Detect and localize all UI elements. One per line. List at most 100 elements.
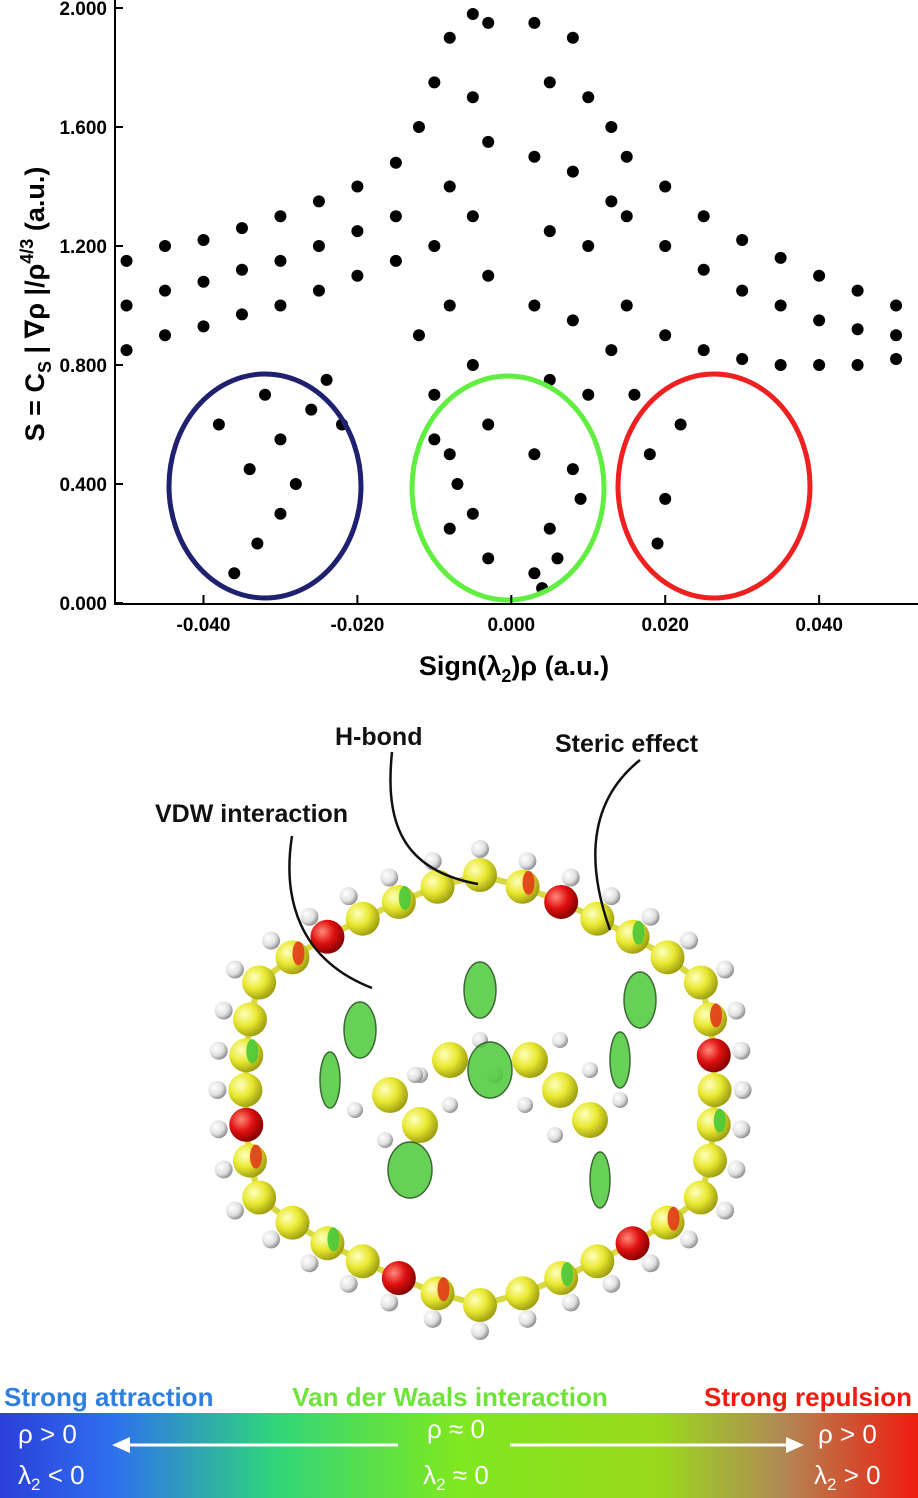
scatter-point: [605, 195, 618, 208]
scatter-point: [197, 275, 210, 288]
scatter-point: [235, 222, 248, 235]
scatter-point: [482, 418, 495, 431]
middle-rho: ρ ≈ 0: [427, 1414, 485, 1444]
scatter-point: [774, 299, 787, 312]
carbon: [580, 901, 615, 936]
x-tick-label: -0.020: [330, 615, 384, 636]
surface-blob: [632, 920, 645, 945]
hydrogen: [407, 1067, 423, 1083]
y-axis-label: S = CS | ∇ρ |/ρ4/3 (a.u.): [17, 167, 55, 442]
scatter-point: [643, 448, 656, 461]
scatter-point: [620, 150, 633, 163]
colorbar-right-title: Strong repulsion: [704, 1382, 912, 1412]
carbon: [544, 1261, 579, 1296]
hydrogen: [225, 1201, 244, 1220]
right-lambda: λ2 > 0: [814, 1460, 881, 1494]
hydrogen: [339, 1274, 358, 1293]
hydrogen: [679, 1230, 698, 1249]
surface-blob: [398, 885, 411, 910]
carbon: [229, 1038, 264, 1073]
scatter-point: [482, 552, 495, 565]
repulsion-ellipse: [615, 371, 813, 601]
vdw-ellipse: [409, 373, 607, 603]
middle-lambda-sub: 2: [436, 1475, 445, 1494]
carbon: [402, 1107, 438, 1143]
scatter-point: [351, 225, 364, 238]
vdw-surface: [387, 1141, 433, 1199]
scatter-point: [697, 344, 710, 357]
hydrogen: [727, 1160, 746, 1179]
hydrogen: [300, 1254, 319, 1273]
arrow-right-head: [786, 1437, 804, 1453]
carbon: [345, 901, 380, 936]
left-lambda: λ2 < 0: [18, 1460, 85, 1494]
hydrogen: [209, 1041, 228, 1060]
scatter-point: [566, 314, 579, 327]
carbon: [693, 1002, 728, 1037]
hydrogen: [641, 1254, 660, 1273]
hydrogen: [339, 887, 358, 906]
carbon: [463, 858, 497, 892]
hydrogen: [552, 1032, 568, 1048]
scatter-point: [543, 76, 556, 89]
plot-area: [120, 7, 903, 595]
oxygen: [381, 1261, 416, 1296]
scatter-point: [120, 254, 133, 267]
carbon: [697, 1073, 732, 1107]
scatter-point: [428, 240, 441, 252]
attraction-ellipse: [166, 371, 364, 601]
carbon: [542, 1072, 578, 1108]
hydrogen: [423, 1309, 442, 1328]
carbon: [650, 940, 685, 975]
hydrogen: [517, 1097, 533, 1113]
y-tick-label: 0.000: [59, 594, 107, 615]
vdw-surface: [623, 971, 657, 1029]
scatter-point: [566, 463, 579, 476]
scatter-point: [120, 299, 133, 312]
molecule-image: [208, 840, 752, 1340]
scatter-point: [774, 359, 787, 371]
carbon: [232, 1143, 267, 1178]
scatter-point: [736, 353, 749, 366]
carbon: [693, 1143, 728, 1178]
scatter-point: [228, 567, 241, 580]
y-label-text: S = C: [20, 373, 50, 441]
hydrogen: [732, 1120, 751, 1139]
surface-blob: [437, 1277, 450, 1302]
x-label-text: Sign(λ: [419, 651, 502, 681]
scatter-point: [274, 507, 287, 520]
scatter-point: [259, 388, 272, 401]
middle-lambda-sym: λ: [423, 1460, 436, 1490]
carbon: [512, 1042, 548, 1078]
surface-blob: [327, 1227, 340, 1252]
scatter-point: [159, 240, 172, 252]
x-axis-label: Sign(λ2)ρ (a.u.): [419, 651, 609, 686]
carbon: [310, 1226, 345, 1261]
y-tick-label: 1.600: [59, 118, 107, 139]
hydrogen: [679, 931, 698, 950]
scatter-point: [312, 240, 325, 252]
scatter-point: [197, 320, 210, 333]
scatter-point: [736, 284, 749, 297]
hydrogen: [471, 1322, 489, 1340]
arrow-left-head: [112, 1437, 130, 1453]
hydrogen: [547, 1127, 563, 1143]
vdw-surface: [343, 1001, 377, 1059]
carbon: [232, 1002, 267, 1037]
scatter-point: [274, 433, 287, 446]
scatter-point: [120, 344, 133, 357]
hydrogen: [300, 907, 319, 926]
vdw-surface: [467, 1041, 513, 1099]
scatter-point: [566, 31, 579, 44]
scatter-point: [466, 359, 479, 371]
y-label-sup: 4/3: [17, 239, 37, 264]
scatter-point: [428, 433, 441, 446]
hydrogen: [208, 1081, 227, 1099]
carbon: [505, 1276, 540, 1311]
scatter-point: [482, 269, 495, 282]
scatter-point: [736, 234, 749, 247]
vdw-leader: [288, 835, 373, 990]
vdw-surface: [589, 1151, 611, 1209]
right-lambda-sym: λ: [814, 1460, 827, 1490]
vdw-surface: [463, 961, 497, 1019]
